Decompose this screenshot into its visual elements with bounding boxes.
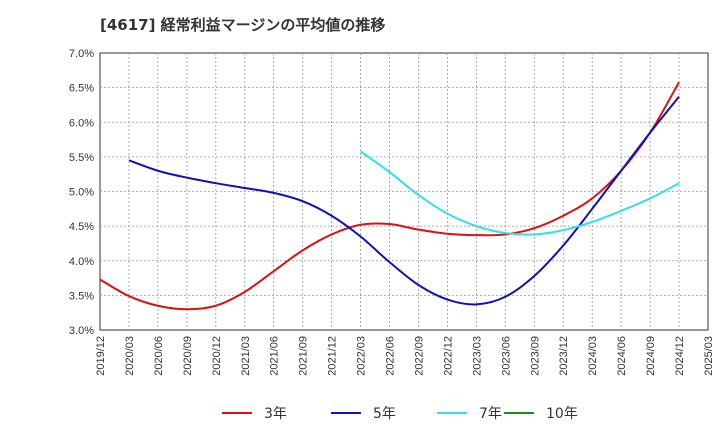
y-tick-label: 6.5% [69, 83, 94, 95]
y-tick-label: 3.5% [69, 290, 94, 302]
series-line-2 [359, 150, 680, 236]
y-tick-label: 3.0% [69, 325, 94, 337]
x-tick-label: 2020/03 [124, 336, 136, 376]
x-tick-label: 2022/12 [442, 336, 454, 376]
y-tick-label: 7.0% [69, 48, 94, 60]
x-tick-label: 2024/06 [616, 336, 628, 376]
x-tick-label: 2020/12 [211, 336, 223, 376]
x-axis-ticks: 2019/12 2020/03 2020/06 2020/09 2020/12 2021/… [95, 336, 715, 376]
y-tick-label: 6.0% [69, 117, 94, 129]
x-tick-label: 2020/06 [153, 336, 165, 376]
y-tick-label: 4.0% [69, 256, 94, 268]
x-tick-label: 2021/12 [327, 336, 339, 376]
x-tick-label: 2021/09 [298, 336, 310, 376]
x-tick-label: 2021/06 [269, 336, 281, 376]
x-tick-label: 2023/09 [529, 336, 541, 376]
x-tick-label: 2023/03 [471, 336, 483, 376]
legend-label-2: 7年 [479, 406, 502, 422]
series-line-0 [99, 81, 680, 311]
x-tick-label: 2021/03 [240, 336, 252, 376]
x-tick-label: 2019/12 [95, 336, 107, 376]
x-tick-label: 2023/06 [500, 336, 512, 376]
x-tick-label: 2022/03 [356, 336, 368, 376]
x-tick-label: 2022/06 [385, 336, 397, 376]
x-tick-label: 2024/12 [674, 336, 686, 376]
series-line-1 [128, 96, 680, 306]
y-tick-label: 4.5% [69, 221, 94, 233]
x-tick-label: 2023/12 [558, 336, 570, 376]
y-tick-label: 5.0% [69, 187, 94, 199]
y-tick-label: 5.5% [69, 152, 94, 164]
legend-label-1: 5年 [373, 406, 396, 422]
y-axis-ticks: 3.0% 3.5% 4.0% 4.5% 5.0% 5.5% 6.0% 6.5% 7.0% [69, 48, 94, 337]
series-lines [99, 81, 680, 311]
legend-label-0: 3年 [264, 406, 287, 422]
x-tick-label: 2024/09 [645, 336, 657, 376]
legend-label-3: 10年 [546, 406, 578, 422]
legend: 3年 5年 7年 10年 [222, 406, 578, 422]
x-tick-label: 2024/03 [587, 336, 599, 376]
x-tick-label: 2020/09 [182, 336, 194, 376]
x-tick-label: 2022/09 [413, 336, 425, 376]
x-tick-label: 2025/03 [703, 336, 715, 376]
chart-title: [4617] 経常利益マージンの平均値の推移 [100, 16, 385, 34]
